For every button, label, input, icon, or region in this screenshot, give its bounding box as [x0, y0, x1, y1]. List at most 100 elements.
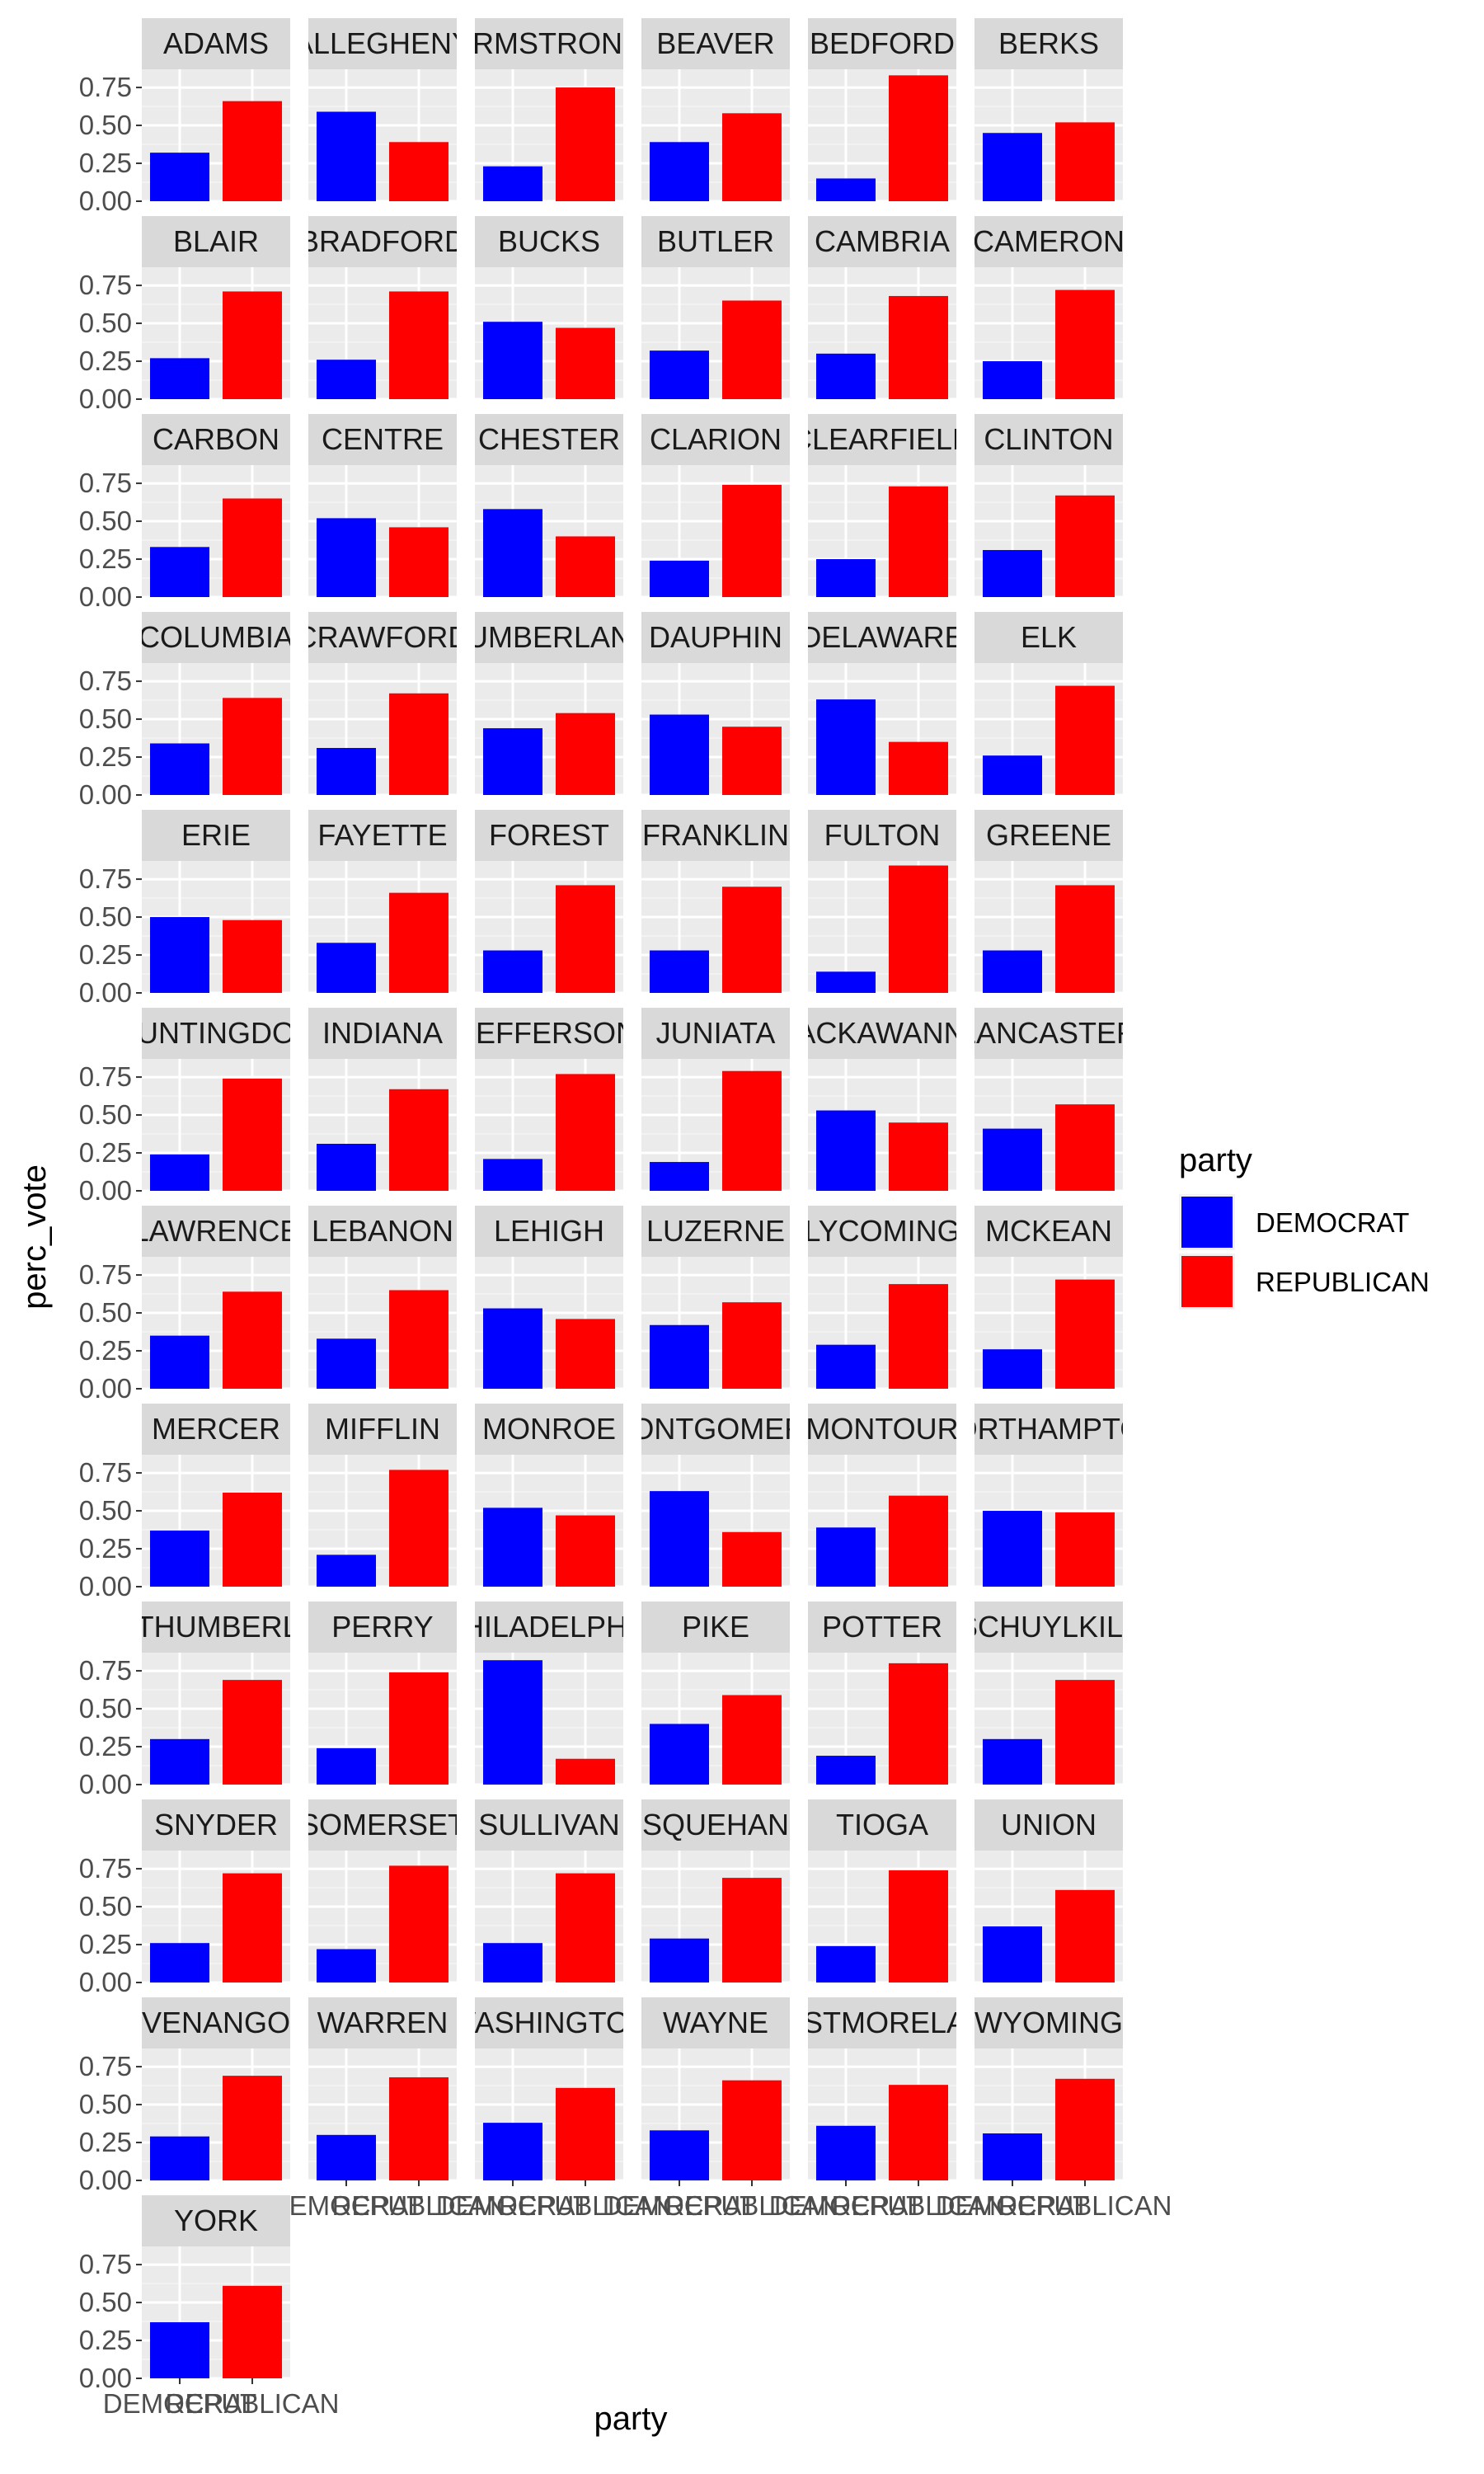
bar-berks-republican: [1055, 122, 1115, 201]
facet-panel-dauphin: DAUPHIN: [641, 612, 790, 797]
facet-panel-huntingdon: HUNTINGDON 0.00 0.25 0.50 0.75: [79, 1008, 290, 1206]
facet-strip-label: POTTER: [822, 1610, 942, 1644]
bar-columbia-democrat: [150, 743, 209, 795]
facet-panel-tioga: TIOGA: [808, 1799, 956, 1984]
facet-panel-adams: ADAMS 0.00 0.25 0.50 0.75: [79, 18, 290, 216]
y-tick-label: 0.75: [79, 1061, 132, 1092]
x-tick-label: DEMOCRAT: [270, 2190, 423, 2221]
facet-panel-mercer: MERCER 0.00 0.25 0.50 0.75: [79, 1404, 290, 1602]
facet-strip-label: BERKS: [998, 26, 1099, 60]
facet-panel-chester: CHESTER: [475, 414, 623, 599]
facet-strip-label: FULTON: [824, 818, 941, 852]
facet-panel-somerset: SOMERSET: [308, 1799, 457, 1984]
facet-strip-label: CENTRE: [322, 422, 444, 456]
facet-panel-juniata: JUNIATA: [641, 1008, 790, 1192]
facet-strip-label: PIKE: [682, 1610, 749, 1644]
bar-snyder-republican: [223, 1873, 282, 1982]
y-tick-label: 0.00: [79, 977, 132, 1008]
x-tick-label: DEMOCRAT: [936, 2190, 1089, 2221]
facet-panel-erie: ERIE 0.00 0.25 0.50 0.75: [79, 810, 290, 1008]
x-tick-label: DEMOCRAT: [603, 2190, 756, 2221]
facet-panel-montgomery: MONTGOMERY: [606, 1404, 824, 1588]
bar-washington-democrat: [483, 2123, 542, 2180]
facet-strip: [142, 2195, 290, 2246]
facet-strip-label: LACKAWANNA: [779, 1016, 984, 1050]
facet-strip-label: LEHIGH: [494, 1214, 604, 1248]
y-tick-label: 0.25: [79, 1731, 132, 1761]
bar-blair-democrat: [150, 358, 209, 399]
facet-strip-label: YORK: [174, 2204, 258, 2237]
bar-cambria-republican: [889, 295, 948, 399]
bar-snyder-democrat: [150, 1943, 209, 1982]
y-tick-label: 0.75: [79, 2249, 132, 2279]
bar-mckean-democrat: [983, 1349, 1042, 1389]
facet-strip-label: SULLIVAN: [478, 1808, 619, 1841]
y-tick-label: 0.25: [79, 543, 132, 574]
facet-strip: [974, 1997, 1123, 2048]
bar-clinton-democrat: [983, 549, 1042, 597]
y-tick-label: 0.50: [79, 2089, 132, 2119]
bar-mifflin-democrat: [317, 1554, 376, 1587]
bar-union-republican: [1055, 1889, 1115, 1982]
bar-tioga-republican: [889, 1870, 948, 1982]
bar-indiana-republican: [389, 1089, 448, 1191]
bar-armstrong-democrat: [483, 166, 542, 201]
bar-lackawanna-democrat: [816, 1110, 876, 1191]
facet-strip-label: CHESTER: [478, 422, 620, 456]
bar-adams-republican: [223, 101, 282, 201]
facet-strip: [641, 1404, 790, 1455]
bar-jefferson-democrat: [483, 1159, 542, 1191]
facet-strip-label: MONTGOMERY: [606, 1412, 824, 1446]
y-tick-label: 0.75: [79, 270, 132, 300]
facet-strip: [641, 810, 790, 861]
bar-northumberland-democrat: [150, 1738, 209, 1785]
legend-swatch-republican: [1181, 1256, 1233, 1307]
facet-panel-jefferson: JEFFERSON: [461, 1008, 637, 1192]
facet-strip: [808, 414, 956, 465]
bar-franklin-democrat: [650, 950, 709, 993]
facet-panel-mifflin: MIFFLIN: [308, 1404, 457, 1588]
bar-crawford-republican: [389, 693, 448, 795]
facet-strip: [974, 1206, 1123, 1257]
facet-strip: [974, 1799, 1123, 1851]
facet-strip: [808, 1404, 956, 1455]
bar-fulton-democrat: [816, 971, 876, 993]
facet-strip: [641, 1008, 790, 1059]
facet-panel-cambria: CAMBRIA: [808, 216, 956, 401]
y-tick-label: 0.75: [79, 2051, 132, 2081]
facet-strip: [308, 1602, 457, 1653]
y-tick-label: 0.75: [79, 72, 132, 102]
bar-york-democrat: [150, 2321, 209, 2378]
facet-strip-label: ALLEGHENY: [294, 26, 472, 60]
bar-monroe-democrat: [483, 1507, 542, 1587]
y-axis-title: perc_vote: [16, 1164, 53, 1310]
facet-panel-lancaster: LANCASTER: [974, 1008, 1123, 1192]
bar-beaver-republican: [722, 113, 782, 201]
bar-schuylkill-democrat: [983, 1738, 1042, 1785]
facet-strip: [475, 1008, 623, 1059]
bar-forest-republican: [556, 885, 615, 993]
y-tick-label: 0.25: [79, 1929, 132, 1959]
facet-panel-northampton: NORTHAMPTON: [933, 1404, 1165, 1588]
bar-monroe-republican: [556, 1515, 615, 1587]
bar-lebanon-democrat: [317, 1338, 376, 1389]
facet-strip: [475, 612, 623, 663]
facet-panel-clearfield: CLEARFIELD: [808, 414, 956, 599]
bar-bradford-republican: [389, 291, 448, 399]
facet-strip-label: MCKEAN: [985, 1214, 1112, 1248]
facet-strip-label: ERIE: [181, 818, 251, 852]
facet-panel-philadelphia: PHILADELPHIA: [475, 1602, 623, 1786]
facet-strip-label: VENANGO: [142, 2006, 290, 2039]
bar-centre-democrat: [317, 518, 376, 597]
bar-susquehanna-republican: [722, 1878, 782, 1982]
bar-clinton-republican: [1055, 495, 1115, 597]
facet-strip-label: NORTHAMPTON: [933, 1412, 1165, 1446]
bar-lehigh-democrat: [483, 1308, 542, 1389]
facet-strip: [974, 810, 1123, 861]
y-tick-label: 0.25: [79, 939, 132, 970]
y-tick-label: 0.00: [79, 581, 132, 612]
bar-chester-democrat: [483, 509, 542, 597]
facet-strip-label: JEFFERSON: [461, 1016, 637, 1050]
facet-strip-label: WASHINGTON: [448, 2006, 650, 2039]
